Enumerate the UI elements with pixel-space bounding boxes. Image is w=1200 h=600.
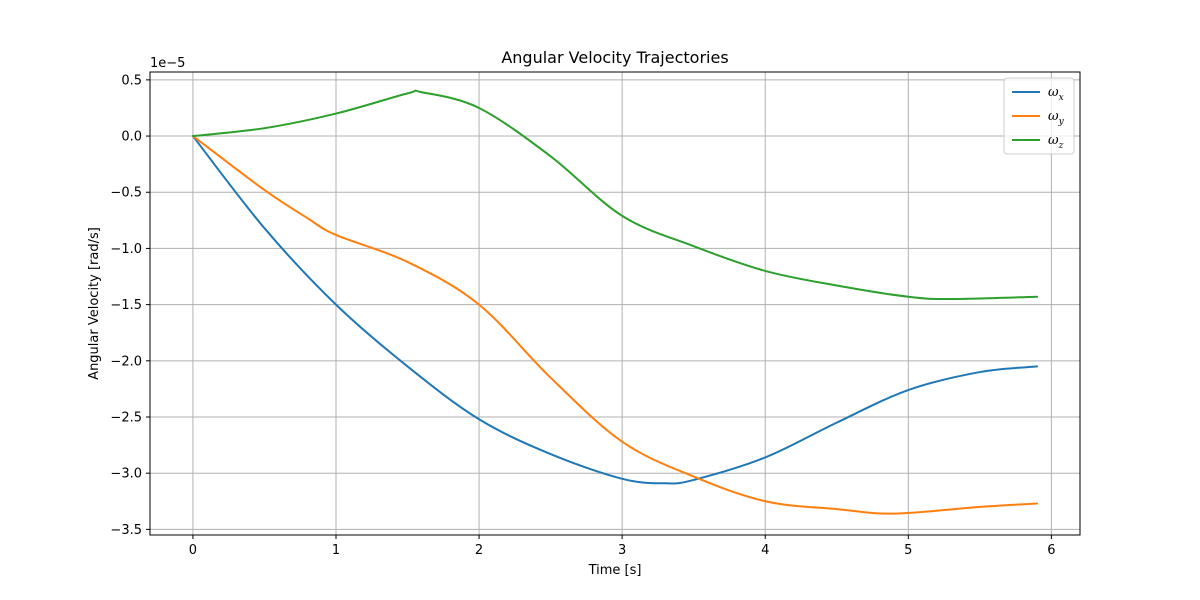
- y-tick-label: −1.0: [110, 242, 142, 257]
- x-tick-label: 1: [332, 543, 340, 558]
- legend-label-subscript: y: [1058, 117, 1065, 127]
- y-axis-label: Angular Velocity [rad/s]: [87, 227, 102, 380]
- x-tick-label: 0: [189, 543, 197, 558]
- y-tick-label: −1.5: [110, 298, 142, 313]
- series-line-x: [191, 135, 1039, 485]
- y-axis-offset-label: 1e−5: [150, 56, 185, 71]
- series-line-y: [191, 135, 1039, 515]
- legend-label-subscript: x: [1059, 93, 1064, 103]
- plot-area-frame: [149, 71, 1081, 536]
- x-tick-label: 5: [904, 543, 912, 558]
- x-tick-label: 3: [618, 543, 626, 558]
- chart-title: Angular Velocity Trajectories: [501, 48, 728, 67]
- y-tick-label: −3.5: [110, 523, 142, 538]
- legend-label-subscript: z: [1058, 141, 1064, 151]
- grid: [150, 72, 1080, 535]
- y-tick-label: −2.5: [110, 411, 142, 426]
- x-tick-label: 4: [761, 543, 769, 558]
- axis-ticks: 0 1 2 3 4 5 6 0.5 0.0 −0.5 −1.0 −1.5 −2.0 −2.5 −3.0 −3.…: [110, 73, 1055, 558]
- y-tick-label: −0.5: [110, 186, 142, 201]
- y-tick-label: 0.0: [121, 130, 142, 145]
- x-axis-label: Time [s]: [588, 563, 642, 578]
- x-tick-label: 6: [1047, 543, 1055, 558]
- y-tick-label: 0.5: [121, 73, 142, 88]
- series-lines: [191, 89, 1039, 515]
- x-tick-label: 2: [475, 543, 483, 558]
- y-tick-label: −3.0: [110, 467, 142, 482]
- y-tick-label: −2.0: [110, 354, 142, 369]
- series-line-z: [191, 89, 1039, 301]
